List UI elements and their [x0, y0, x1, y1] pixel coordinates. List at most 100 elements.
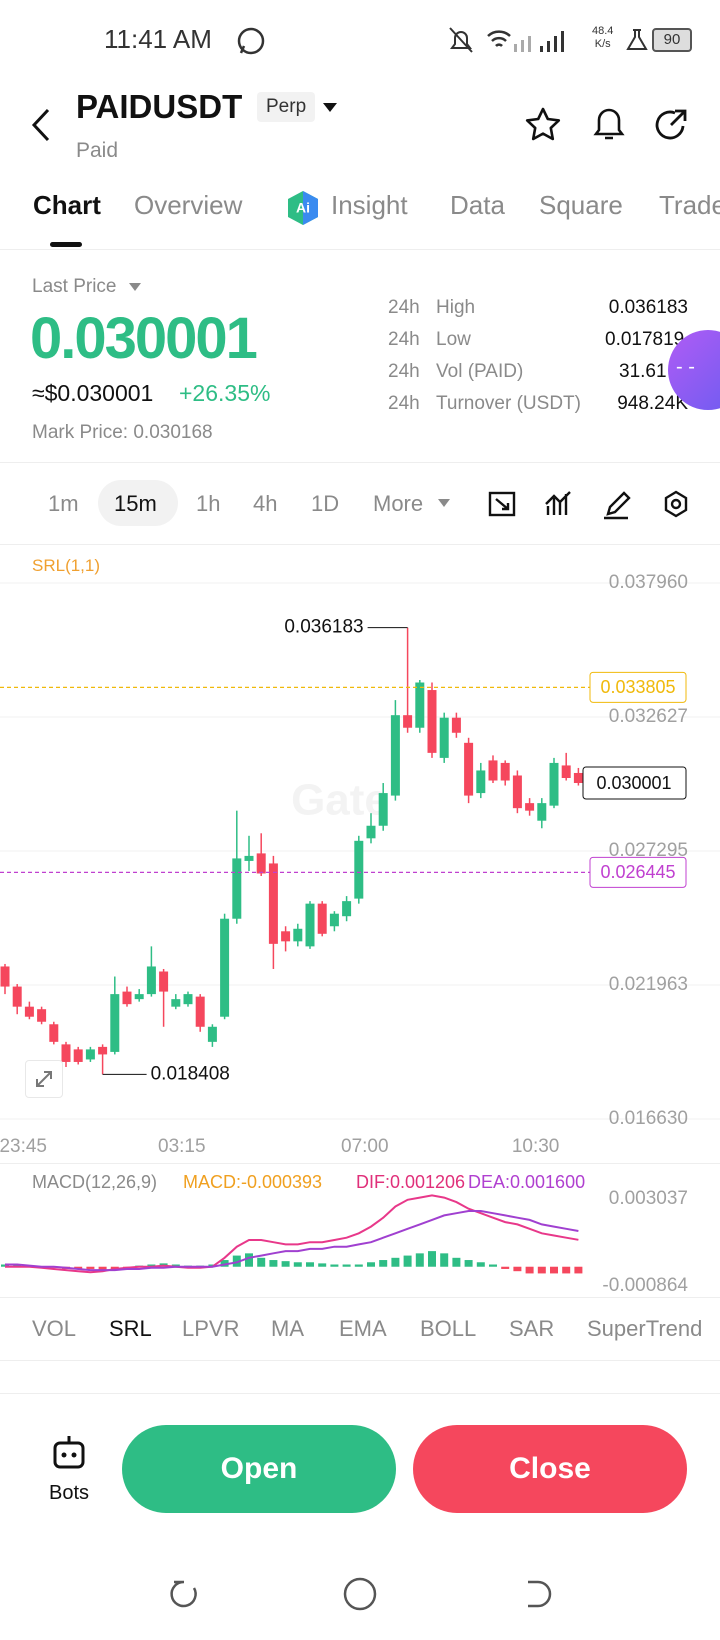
candle-body — [476, 770, 486, 794]
whatsapp-icon — [237, 27, 265, 55]
symbol: PAIDUSDT — [76, 88, 243, 125]
candle-body — [37, 1009, 47, 1022]
macd-bar — [74, 1266, 83, 1269]
bots-icon[interactable] — [51, 1434, 87, 1472]
open-button[interactable]: Open — [122, 1425, 396, 1513]
macd-bar — [220, 1260, 229, 1267]
macd-bar — [391, 1257, 400, 1267]
divider — [0, 462, 720, 463]
alert-button[interactable] — [590, 104, 628, 144]
macd-bar — [293, 1262, 302, 1267]
net-speed: 48.4 K/s — [592, 25, 613, 51]
expand-button[interactable] — [25, 1060, 63, 1098]
tab-indicator — [50, 242, 82, 247]
candle-body — [439, 717, 449, 758]
indicator-tab[interactable]: VOL — [32, 1316, 77, 1341]
bots-label[interactable]: Bots — [49, 1482, 90, 1504]
macd-bar — [354, 1264, 363, 1267]
indicator-tab[interactable]: SAR — [509, 1316, 555, 1341]
favorite-button[interactable] — [524, 106, 562, 144]
candle-body — [207, 1026, 217, 1042]
macd-bar — [330, 1264, 339, 1267]
close-button[interactable]: Close — [413, 1425, 687, 1513]
macd-line — [5, 1194, 579, 1274]
macd-bar — [367, 1262, 375, 1267]
macd-bar — [1, 1264, 9, 1267]
candle-body — [0, 966, 10, 987]
candle-body — [134, 994, 144, 1000]
candle-body — [390, 715, 400, 796]
macd-bar — [342, 1264, 351, 1267]
high-label: 0.036183 — [284, 617, 363, 638]
interval-selected[interactable]: 15m — [114, 491, 157, 516]
flask-icon — [626, 29, 648, 50]
candle-body — [561, 765, 571, 779]
interval[interactable]: 1h — [196, 491, 221, 516]
indicator-tab[interactable]: LPVR — [182, 1316, 240, 1341]
tab-trade[interactable]: Trade — [659, 190, 720, 220]
interval[interactable]: 4h — [253, 491, 278, 516]
x-tick-label: 23:45 — [0, 1136, 47, 1157]
tab-data[interactable]: Data — [450, 190, 505, 220]
candle-body — [195, 996, 205, 1027]
indicator-tab[interactable]: SuperTrend — [587, 1316, 703, 1341]
macd-bar — [306, 1262, 314, 1267]
indicator-tab[interactable]: MA — [271, 1316, 304, 1341]
candle-body — [232, 858, 242, 919]
symbol-dropdown[interactable] — [322, 102, 338, 114]
macd-bar — [171, 1264, 180, 1267]
dif-value: DIF:0.001206 — [356, 1172, 466, 1192]
candle-body — [110, 994, 120, 1052]
stat-value: 948.24K — [617, 393, 688, 414]
indicator-tab[interactable]: EMA — [339, 1316, 387, 1341]
interval[interactable]: 1m — [48, 491, 79, 516]
tab-insight[interactable]: Insight — [331, 190, 408, 220]
macd-bar — [452, 1257, 461, 1267]
candle-body — [488, 760, 498, 781]
watermark: Gate — [291, 776, 389, 825]
y-tick-label: 0.032627 — [609, 706, 688, 727]
last-price: 0.030001 — [30, 306, 258, 371]
macd-bar — [403, 1255, 412, 1267]
stat-period: 24h — [388, 329, 420, 350]
x-tick-label: 10:30 — [512, 1136, 560, 1157]
candle-body — [85, 1049, 95, 1060]
candle-body — [49, 1024, 59, 1042]
candle-body — [427, 690, 437, 753]
stat-period: 24h — [388, 361, 420, 382]
back-button[interactable] — [30, 108, 54, 142]
macd-bar — [245, 1253, 253, 1267]
candle-body — [305, 903, 315, 947]
macd-bar — [501, 1266, 510, 1269]
low-label: 0.018408 — [151, 1063, 230, 1084]
candle-body — [366, 825, 376, 839]
chart-tools[interactable] — [486, 488, 716, 522]
candle-body — [293, 928, 303, 942]
candle-body — [354, 840, 364, 899]
interval[interactable]: 1D — [311, 491, 340, 516]
last-price-dropdown[interactable] — [128, 282, 142, 292]
indicator-tab[interactable]: BOLL — [420, 1316, 477, 1341]
macd-bar — [537, 1266, 546, 1274]
macd-bar — [98, 1266, 107, 1271]
tab-overview[interactable]: Overview — [134, 190, 243, 220]
tab-square[interactable]: Square — [539, 190, 623, 220]
interval-selected-bg — [98, 480, 178, 526]
candle-body — [268, 863, 278, 944]
price-change: +26.35% — [179, 380, 271, 406]
indicator-tab-active[interactable]: SRL — [109, 1316, 152, 1341]
contract-badge: Perp — [257, 92, 316, 122]
macd-bar — [476, 1262, 485, 1267]
interval-more[interactable]: More — [373, 491, 424, 516]
macd-bar — [428, 1251, 436, 1267]
tab-chart[interactable]: Chart — [33, 190, 101, 220]
stat-label: Vol (PAID) — [436, 361, 524, 382]
stat-value: 31.61 — [619, 361, 667, 382]
share-button[interactable] — [653, 106, 691, 144]
candle-body — [171, 999, 181, 1007]
candle-body — [525, 803, 535, 811]
candle-body — [451, 717, 461, 733]
svg-text:Ai: Ai — [296, 200, 310, 216]
price-line-label: 0.026445 — [600, 862, 675, 882]
nav-bar[interactable] — [160, 1574, 570, 1614]
